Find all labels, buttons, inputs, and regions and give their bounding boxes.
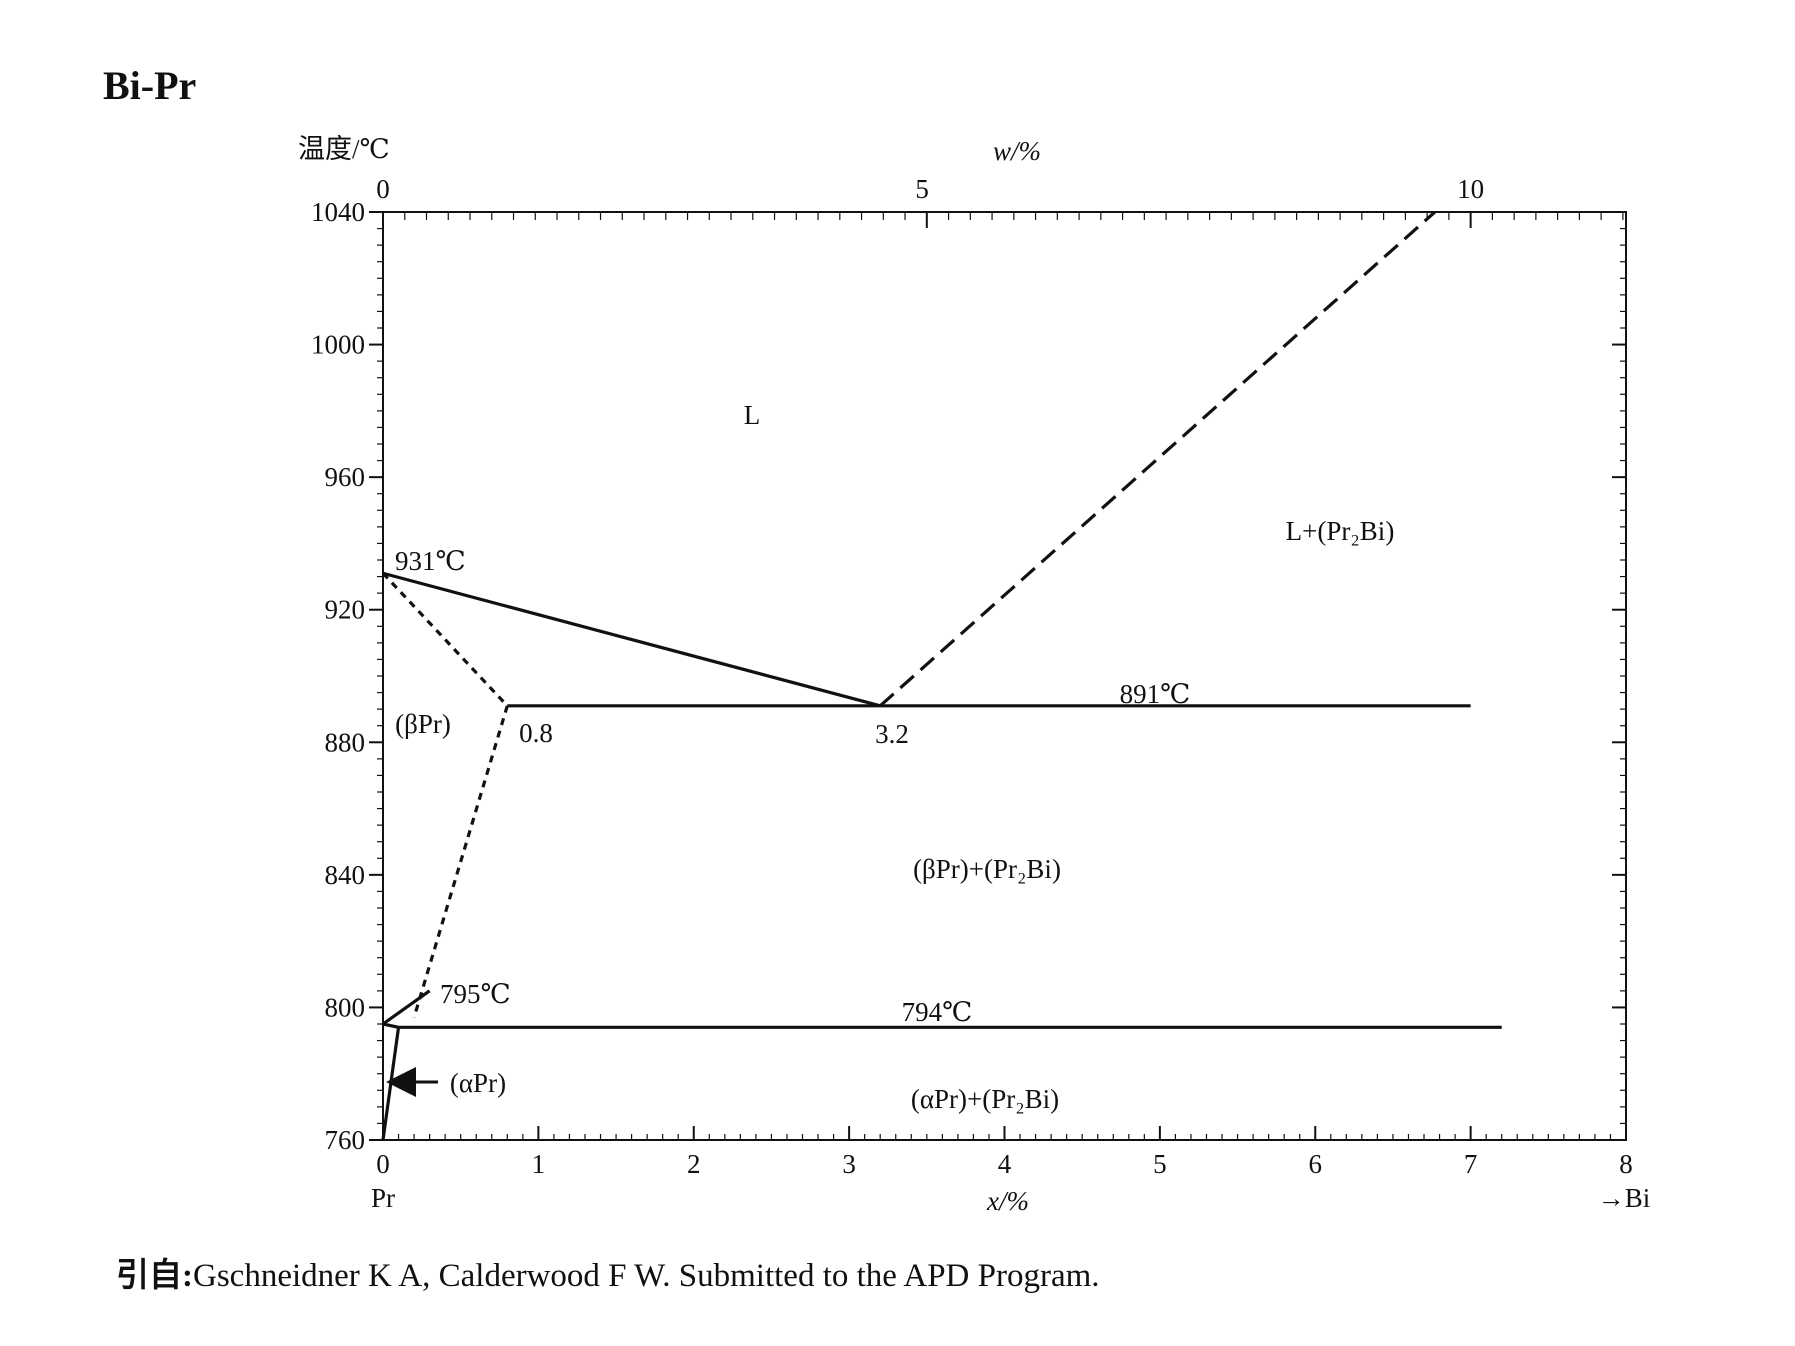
phase-boundary-solid: [382, 1022, 399, 1029]
source-citation: 引自:Gschneidner K A, Calderwood F W. Subm…: [116, 1248, 1100, 1296]
region-label-alpha-pr: (αPr): [450, 1068, 506, 1098]
y-tick-label: 960: [325, 462, 366, 492]
y-tick-label: 1000: [311, 330, 365, 360]
phase-lines: [381, 210, 1502, 1141]
x-tick-label: 8: [1619, 1149, 1633, 1179]
y-tick-label: 1040: [311, 197, 365, 227]
y-tick-label: 800: [325, 992, 366, 1022]
source-colon: :: [182, 1258, 193, 1294]
y-tick-label: 880: [325, 727, 366, 757]
plot-frame: [382, 211, 1627, 1141]
phase-boundary-solid: [381, 1027, 401, 1141]
axis-ticks: [369, 211, 1627, 1141]
source-prefix: 引自: [116, 1258, 182, 1294]
x-tick-label: 2: [687, 1149, 701, 1179]
x2-tick-label: 10: [1457, 174, 1484, 204]
composition-label-3-2: 3.2: [875, 719, 909, 749]
x-tick-label: 1: [532, 1149, 546, 1179]
y-tick-label: 760: [325, 1125, 366, 1155]
region-label-alpha-pr-pr2bi: (αPr)+(Pr₂Bi): [911, 1084, 1059, 1114]
x-tick-label: 3: [842, 1149, 856, 1179]
source-text: Gschneidner K A, Calderwood F W. Submitt…: [193, 1258, 1100, 1294]
phase-boundary-solid: [382, 571, 881, 708]
x2-tick-label: 5: [915, 174, 929, 204]
x-tick-label: 4: [998, 1149, 1012, 1179]
y-tick-label: 840: [325, 860, 366, 890]
phase-boundary-dashed: [879, 210, 1436, 708]
temp-label-931: 931℃: [395, 546, 466, 576]
page-title: Bi-Pr: [103, 63, 197, 108]
x-tick-label: 5: [1153, 1149, 1167, 1179]
phase-boundary-dotted: [381, 572, 509, 707]
region-label-liquid: L: [744, 400, 761, 430]
y-axis-title: 温度/℃: [298, 134, 390, 164]
x-tick-label: 0: [376, 1149, 390, 1179]
phase-boundary-dotted: [412, 705, 509, 1018]
right-component-label: →Bi: [1598, 1183, 1651, 1213]
temp-label-891: 891℃: [1120, 679, 1191, 709]
x-tick-label: 6: [1309, 1149, 1323, 1179]
phase-boundary-solid: [382, 989, 431, 1026]
x-tick-label: 7: [1464, 1149, 1478, 1179]
x-axis-title: x/%: [986, 1186, 1029, 1216]
y-tick-label: 920: [325, 595, 366, 625]
temp-label-794: 794℃: [902, 997, 973, 1027]
plot-border: [382, 211, 1627, 1141]
region-label-beta-pr-pr2bi: (βPr)+(Pr₂Bi): [913, 854, 1061, 884]
x2-axis-title: w/%: [993, 136, 1041, 166]
left-component-label: Pr: [371, 1183, 395, 1213]
x2-tick-label: 0: [376, 174, 390, 204]
chart-labels: 760 800 840 880 920 960 1000 1040 0 1 2 3 4 5 6 7 8 0 5 10 温…: [298, 134, 1650, 1216]
region-label-beta-pr: (βPr): [395, 709, 451, 739]
composition-label-0-8: 0.8: [519, 718, 553, 748]
region-label-liquid-pr2bi: L+(Pr₂Bi): [1286, 516, 1395, 546]
temp-label-795: 795℃: [440, 979, 511, 1009]
